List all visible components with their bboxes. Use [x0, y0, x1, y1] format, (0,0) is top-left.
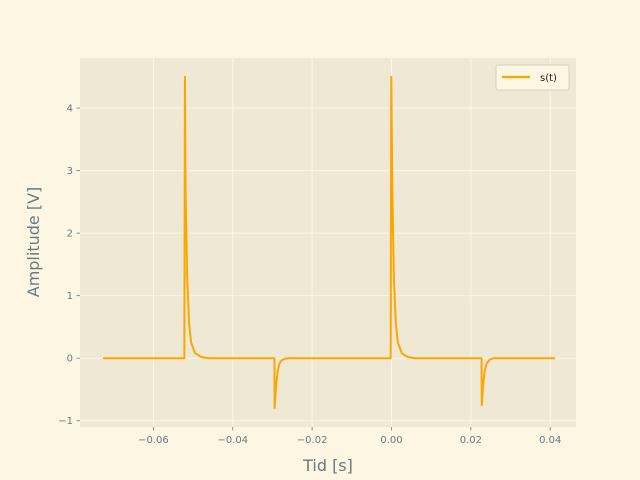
legend-box — [495, 64, 570, 91]
x-axis-label: Tid [s] — [302, 456, 353, 475]
y-tick-label: 2 — [67, 229, 73, 240]
x-ticks: −0.06 −0.04 −0.02 0.00 0.02 0.04 — [138, 427, 561, 446]
x-tick-label: −0.02 — [297, 435, 328, 446]
y-tick-label: 3 — [67, 166, 73, 177]
plot-area — [80, 58, 576, 427]
y-tick-label: 0 — [67, 354, 73, 365]
legend: s(t) — [495, 64, 570, 91]
y-tick-label: 1 — [67, 291, 73, 302]
x-tick-label: −0.06 — [138, 435, 169, 446]
y-axis-label: Amplitude [V] — [24, 187, 43, 298]
y-tick-label: −1 — [58, 416, 73, 427]
x-tick-label: 0.04 — [539, 435, 561, 446]
series-line-s-t — [102, 75, 556, 410]
y-ticks: −1 0 1 2 3 4 — [58, 104, 80, 427]
series-group — [102, 75, 556, 410]
y-tick-label: 4 — [67, 104, 73, 115]
x-tick-label: −0.04 — [217, 435, 248, 446]
grid — [80, 58, 576, 427]
legend-label: s(t) — [540, 73, 557, 84]
x-tick-label: 0.00 — [380, 435, 402, 446]
x-tick-label: 0.02 — [460, 435, 482, 446]
